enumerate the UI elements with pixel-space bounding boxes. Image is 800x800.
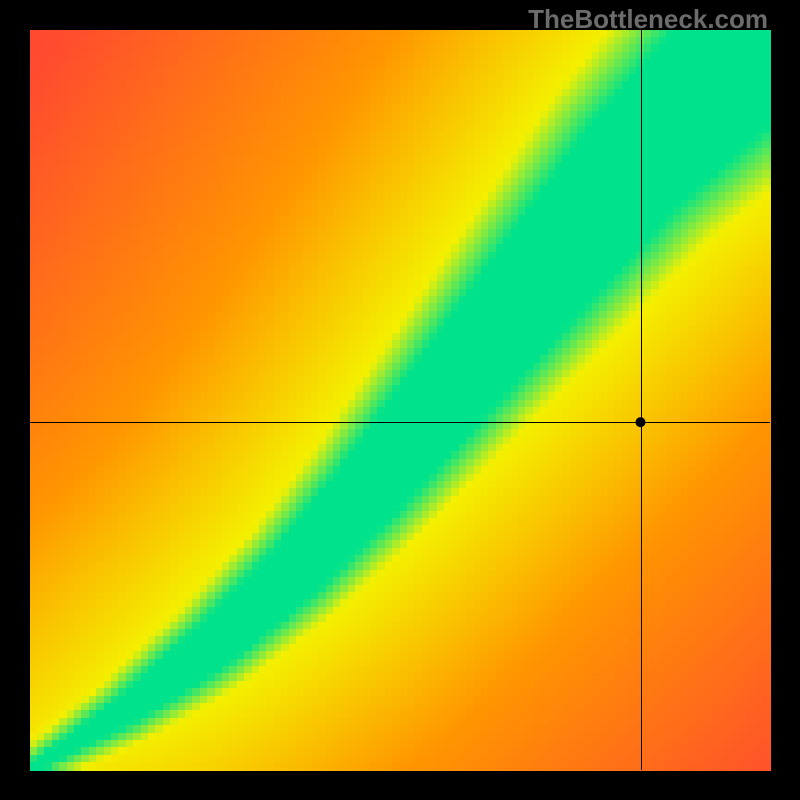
chart-container: TheBottleneck.com (0, 0, 800, 800)
bottleneck-heatmap-canvas (0, 0, 800, 800)
watermark-text: TheBottleneck.com (528, 4, 768, 35)
